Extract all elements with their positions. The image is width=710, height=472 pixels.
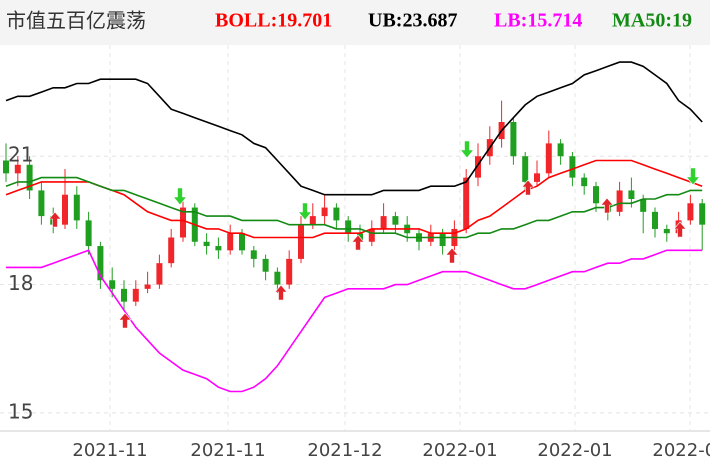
candle-body — [439, 233, 446, 247]
header-bar — [0, 0, 710, 45]
candle-body — [392, 216, 399, 225]
candle-body — [321, 207, 328, 217]
candle-body — [144, 284, 151, 289]
candle-body — [380, 216, 387, 229]
candle-body — [569, 156, 576, 178]
y-tick-label: 15 — [8, 399, 33, 423]
buy-arrow — [673, 221, 687, 238]
candle-body — [368, 228, 375, 242]
candle-body — [262, 258, 269, 272]
candle-body — [333, 207, 340, 221]
buy-arrow — [600, 197, 614, 214]
x-tick-label: 2022-01 — [422, 440, 497, 461]
x-tick-label: 2021-12 — [307, 440, 382, 461]
candle-body — [510, 122, 517, 157]
candle-body — [239, 233, 245, 251]
x-tick-label: 2022-01 — [652, 440, 710, 461]
x-tick-label: 2021-11 — [72, 440, 147, 461]
candle-body — [699, 203, 706, 225]
buy-arrow — [521, 179, 535, 196]
candle-body — [640, 199, 647, 212]
candle-body — [156, 263, 163, 285]
x-tick-label: 2021-11 — [190, 440, 265, 461]
candle-body — [345, 220, 352, 234]
candle-body — [581, 177, 588, 187]
candle-body — [475, 156, 481, 178]
indicator-line — [5, 159, 703, 239]
candle-body — [227, 233, 234, 251]
indicator-value: MA50:19 — [612, 10, 692, 32]
buy-arrow — [445, 247, 459, 264]
buy-arrow — [48, 211, 62, 228]
buy-arrow — [351, 234, 365, 251]
candle-body — [14, 164, 21, 174]
candle-body — [522, 156, 529, 182]
candle-body — [545, 143, 552, 174]
candle-body — [180, 207, 186, 238]
sell-arrow — [297, 202, 313, 221]
candle-body — [168, 237, 175, 264]
candle-body — [652, 211, 658, 229]
sell-arrow — [459, 140, 475, 159]
candle-body — [121, 288, 127, 302]
sell-arrow — [172, 187, 188, 206]
indicator-value: UB:23.687 — [368, 10, 457, 32]
candle-body — [557, 143, 564, 157]
candle-body — [203, 241, 210, 247]
candle-body — [250, 250, 257, 259]
candle-body — [463, 177, 470, 229]
candle-body — [38, 190, 45, 217]
candle-body — [616, 190, 623, 212]
candle-body — [309, 216, 316, 225]
indicator-line — [5, 61, 703, 196]
candle-body — [215, 246, 222, 251]
candle-body — [274, 271, 281, 285]
sell-arrow — [685, 167, 701, 186]
candle-body — [593, 186, 599, 204]
indicator-value: BOLL:19.701 — [215, 10, 332, 32]
candle-body — [286, 258, 293, 285]
candle-body — [62, 194, 68, 225]
x-tick-label: 2022-01 — [537, 440, 612, 461]
indicator-line — [5, 176, 703, 239]
candle-body — [109, 280, 116, 289]
indicator-value: LB:15.714 — [494, 10, 582, 32]
candle-body — [97, 246, 104, 281]
candle-body — [687, 203, 694, 221]
candle-body — [26, 164, 33, 191]
candle-body — [132, 288, 139, 302]
y-tick-label: 21 — [8, 143, 33, 167]
candle-body — [298, 224, 304, 259]
y-tick-label: 18 — [8, 271, 33, 295]
candle-body — [534, 173, 540, 182]
buy-arrow — [118, 312, 132, 329]
candle-body — [3, 160, 9, 174]
stock-title: 市值五百亿震荡 — [6, 9, 146, 33]
candle-body — [628, 190, 635, 199]
candle-body — [663, 228, 670, 234]
indicator-line — [6, 249, 703, 393]
buy-arrow — [274, 284, 288, 301]
candle-body — [85, 220, 92, 247]
candle-body — [73, 194, 80, 221]
